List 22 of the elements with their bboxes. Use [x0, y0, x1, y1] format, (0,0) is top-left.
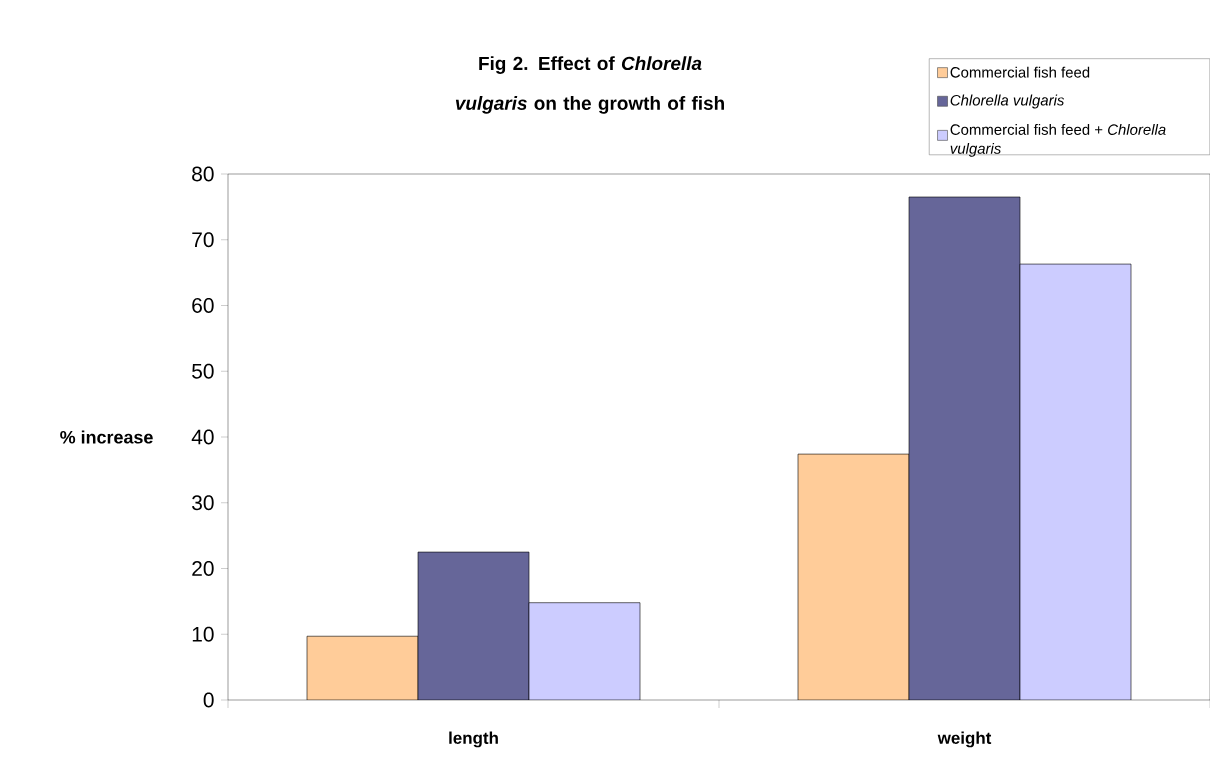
y-tick-label: 60	[192, 298, 214, 313]
text: Commercial fish feed + Chlorella vulgaris	[950, 123, 1166, 157]
y-tick-label: 20	[192, 561, 214, 576]
bar	[306, 635, 419, 700]
legend-label: Chlorella vulgaris	[950, 94, 1065, 109]
y-tick-label: 80	[192, 166, 214, 182]
y-tick-label: 30	[192, 495, 214, 511]
y-tick-label: 10	[192, 626, 214, 642]
legend-label: Commercial fish feed	[950, 66, 1090, 78]
y-tick-label: 0	[203, 692, 214, 708]
bar	[797, 453, 910, 700]
chart-title: Fig 2. Effect of Chlorella vulgaris on the growth of fish	[455, 56, 724, 114]
y-tick-label: 40	[191, 429, 214, 445]
bar	[908, 196, 1021, 700]
x-tick-label: length	[449, 731, 498, 748]
bar	[528, 602, 641, 700]
bar	[1019, 263, 1132, 700]
y-tick-label: 50	[192, 363, 214, 379]
y-tick-label: 70	[192, 232, 214, 248]
bar	[417, 551, 530, 700]
y-axis-title: % increase	[60, 430, 153, 444]
x-tick-label: weight	[937, 731, 992, 748]
